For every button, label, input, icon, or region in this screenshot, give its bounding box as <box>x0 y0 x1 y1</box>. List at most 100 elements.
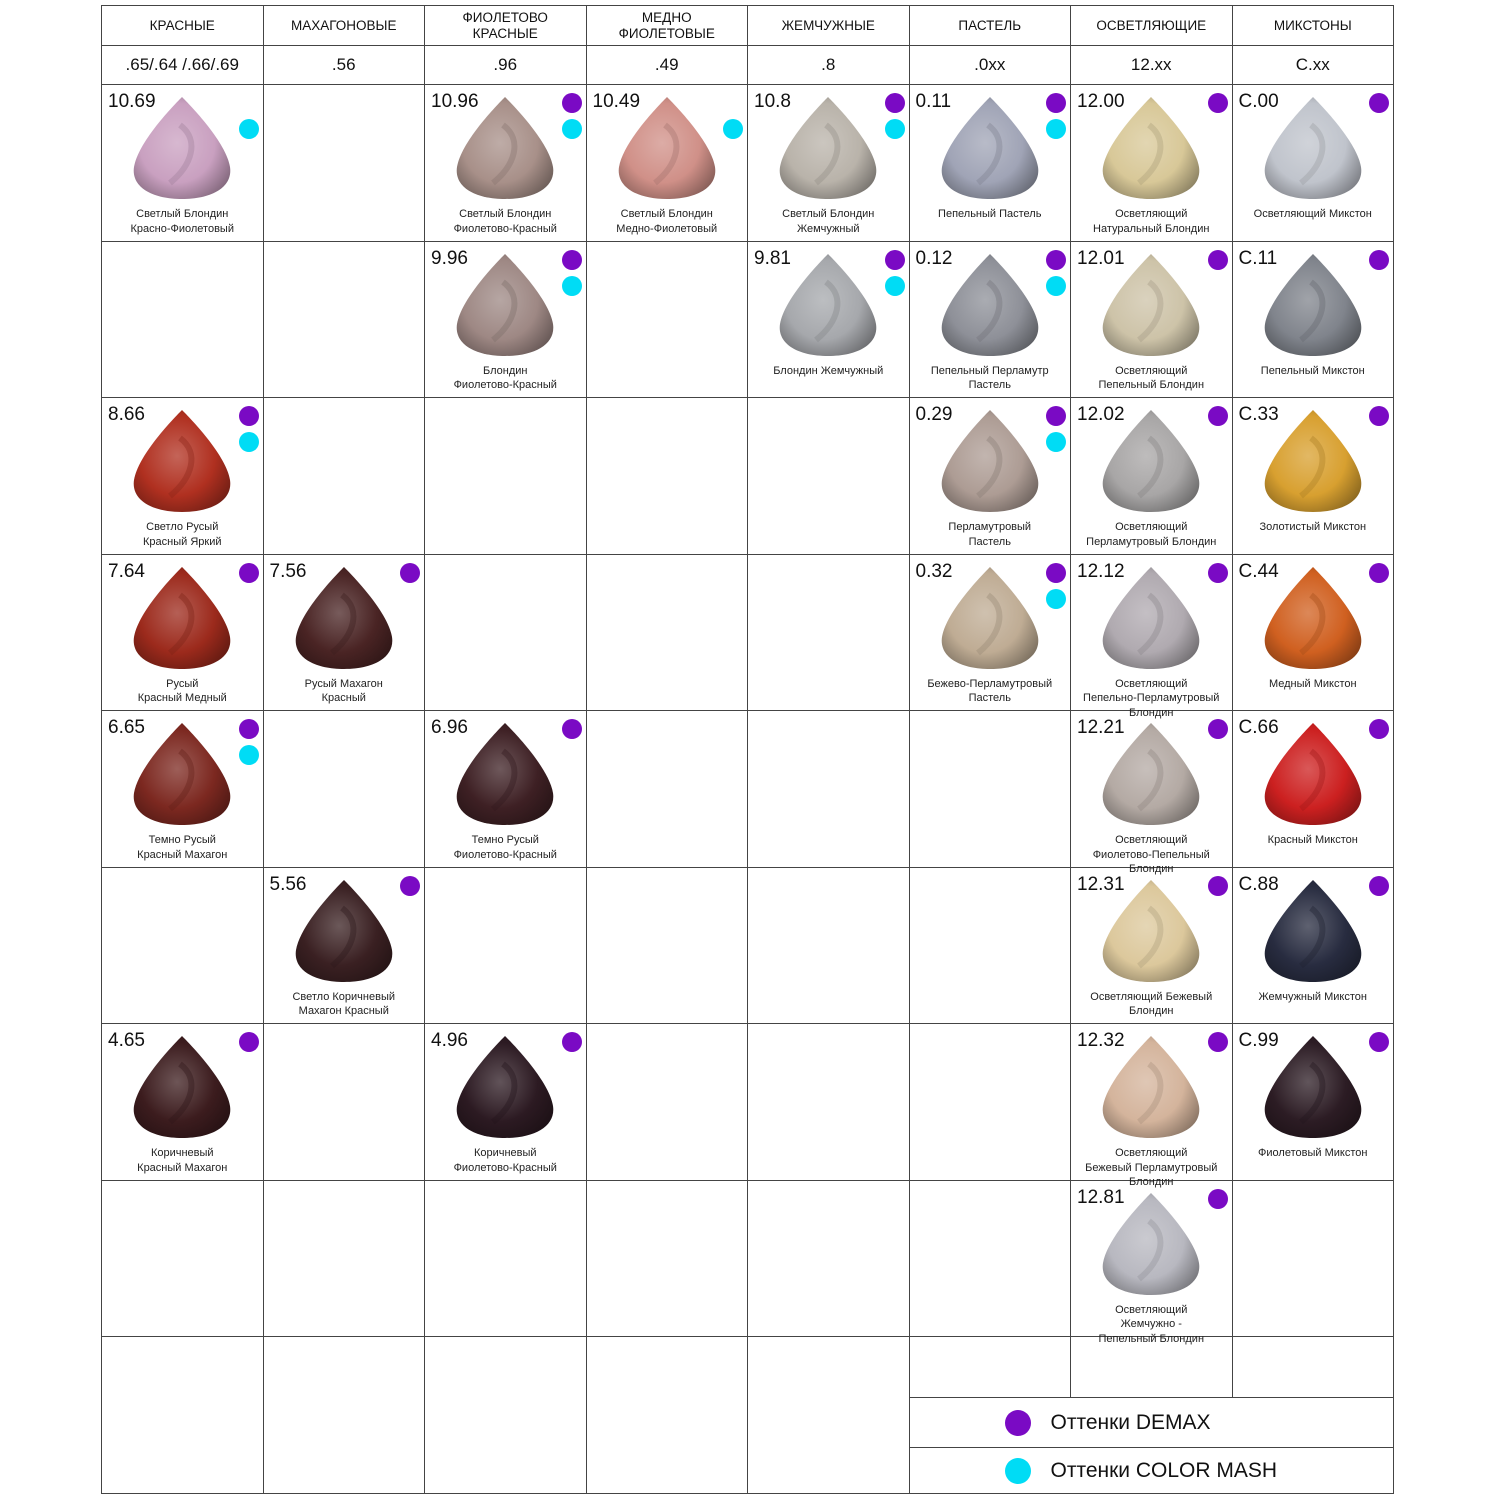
column-header: ЖЕМЧУЖНЫЕ <box>748 6 910 46</box>
shade-name: Темно Русый Красный Махагон <box>137 834 228 861</box>
demax-dot-icon <box>1207 1032 1228 1052</box>
shade-name: Пепельный Пастель <box>938 208 1042 220</box>
shade-code: 6.65 <box>108 717 145 738</box>
hair-swatch-icon <box>453 95 557 201</box>
hair-swatch-icon <box>453 1034 557 1140</box>
color-swatch-cell[interactable]: 10.96 Светлый Блондин Фиолетово-Красный <box>425 85 587 242</box>
demax-dot-icon <box>1207 93 1228 113</box>
color-swatch-cell[interactable]: 10.69 Светлый Блондин Красно-Фиолетовый <box>102 85 264 242</box>
demax-dot-icon <box>1004 1409 1031 1436</box>
color-swatch-cell[interactable]: 12.00 Осветляющий Натуральный Блондин <box>1071 85 1233 242</box>
empty-cell <box>748 867 910 1024</box>
hair-swatch-icon <box>938 252 1042 358</box>
demax-dot-icon <box>238 562 259 583</box>
shade-code: 0.32 <box>915 560 953 582</box>
hair-swatch-icon <box>1261 95 1365 201</box>
demax-dot-icon <box>238 406 259 426</box>
empty-cell <box>909 1180 1071 1337</box>
empty-cell <box>586 1180 748 1337</box>
color-mash-dot-icon <box>723 119 743 139</box>
demax-dot-icon <box>1369 93 1389 113</box>
empty-cell <box>748 554 910 711</box>
color-swatch-cell[interactable]: C.00 Осветляющий Микстон <box>1232 85 1394 242</box>
hair-swatch-icon <box>1261 878 1365 984</box>
shade-code: 10.69 <box>108 91 156 112</box>
color-swatch-cell[interactable]: 4.65 Коричневый Красный Махагон <box>102 1024 264 1181</box>
color-mash-dot-icon <box>1046 588 1066 609</box>
empty-cell <box>102 1337 264 1494</box>
color-swatch-cell[interactable]: C.66 Красный Микстон <box>1232 711 1394 868</box>
color-swatch-cell[interactable]: C.99 Фиолетовый Микстон <box>1232 1024 1394 1181</box>
empty-cell <box>102 241 264 398</box>
demax-dot-icon <box>1207 1188 1228 1209</box>
color-swatch-cell[interactable]: C.11 Пепельный Микстон <box>1232 241 1394 398</box>
color-swatch-cell[interactable]: C.44 Медный Микстон <box>1232 554 1394 711</box>
demax-dot-icon <box>400 875 420 896</box>
hair-swatch-icon <box>776 95 880 201</box>
hair-swatch-icon <box>453 252 557 358</box>
color-swatch-cell[interactable]: 0.11 Пепельный Пастель <box>909 85 1071 242</box>
color-swatch-cell[interactable]: 9.96 Блондин Фиолетово-Красный <box>425 241 587 398</box>
hair-swatch-icon <box>1261 408 1365 514</box>
color-swatch-cell[interactable]: 9.81 Блондин Жемчужный <box>748 241 910 398</box>
column-code-range: .0xx <box>909 46 1071 85</box>
empty-cell <box>425 1337 587 1494</box>
shade-code: 4.96 <box>431 1030 468 1051</box>
color-swatch-cell[interactable]: C.33 Золотистый Микстон <box>1232 398 1394 555</box>
demax-dot-icon <box>1369 562 1389 583</box>
hair-swatch-icon <box>1261 721 1365 827</box>
color-swatch-cell[interactable]: 0.32 Бежево-Перламутровый Пастель <box>909 554 1071 711</box>
demax-dot-icon <box>238 719 259 739</box>
empty-cell <box>263 1180 425 1337</box>
color-swatch-cell[interactable]: 6.96 Темно Русый Фиолетово-Красный <box>425 711 587 868</box>
shade-code: 12.32 <box>1077 1030 1125 1051</box>
hair-swatch-icon <box>130 1034 234 1140</box>
color-swatch-cell[interactable]: 7.64 Русый Красный Медный <box>102 554 264 711</box>
empty-cell <box>263 85 425 242</box>
color-swatch-cell[interactable]: 8.66 Светло Русый Красный Яркий <box>102 398 264 555</box>
shade-name: Пепельный Перламутр Пастель <box>930 364 1049 392</box>
shade-name: Медный Микстон <box>1268 677 1357 690</box>
shade-name: Коричневый Фиолетово-Красный <box>453 1147 557 1174</box>
empty-cell <box>748 1337 910 1494</box>
hair-swatch-icon <box>1099 721 1203 827</box>
color-swatch-cell[interactable]: 12.32 Осветляющий Бежевый Перламутровый Б… <box>1071 1024 1233 1188</box>
color-swatch-cell[interactable]: 10.49 Светлый Блондин Медно-Фиолетовый <box>586 85 748 242</box>
shade-name: Русый Махагон Красный <box>304 677 383 705</box>
color-swatch-cell[interactable]: 5.56 Светло Коричневый Махагон Красный <box>263 867 425 1024</box>
shade-name: Золотистый Микстон <box>1259 521 1367 533</box>
demax-dot-icon <box>400 562 420 583</box>
color-swatch-cell[interactable]: 0.29 Перламутровый Пастель <box>909 398 1071 555</box>
color-swatch-cell[interactable]: 4.96 Коричневый Фиолетово-Красный <box>425 1024 587 1181</box>
hair-swatch-icon <box>776 252 880 358</box>
color-swatch-cell[interactable]: 12.02 Осветляющий Перламутровый Блондин <box>1071 398 1233 555</box>
column-header: МИКСТОНЫ <box>1232 6 1394 46</box>
color-mash-dot-icon <box>238 745 259 765</box>
column-code-range: .8 <box>748 46 910 85</box>
color-swatch-cell[interactable]: 6.65 Темно Русый Красный Махагон <box>102 711 264 868</box>
color-swatch-cell[interactable]: 12.21 Осветляющий Фиолетово-Пепельный Бло… <box>1071 711 1233 875</box>
demax-dot-icon <box>1046 249 1066 270</box>
empty-cell <box>586 711 748 868</box>
shade-name: Пепельный Микстон <box>1260 364 1365 377</box>
empty-cell <box>748 398 910 555</box>
shade-code: 12.21 <box>1077 717 1125 738</box>
demax-dot-icon <box>1207 562 1228 583</box>
color-swatch-cell[interactable]: 12.01 Осветляющий Пепельный Блондин <box>1071 241 1233 398</box>
color-swatch-cell[interactable]: 10.8 Светлый Блондин Жемчужный <box>748 85 910 242</box>
color-swatch-cell[interactable]: 12.12 Осветляющий Пепельно-Перламутровый … <box>1071 554 1233 719</box>
color-swatch-cell[interactable]: 12.81 Осветляющий Жемчужно - Пепельный Бл… <box>1071 1180 1233 1345</box>
hair-swatch-icon <box>1099 252 1203 358</box>
demax-dot-icon <box>561 719 582 739</box>
shade-name: Бежево-Перламутровый Пастель <box>927 677 1053 705</box>
color-swatch-cell[interactable]: 7.56 Русый Махагон Красный <box>263 554 425 711</box>
color-swatch-cell[interactable]: C.88 Жемчужный Микстон <box>1232 867 1394 1024</box>
shade-name: Блондин Жемчужный <box>773 364 884 377</box>
empty-cell <box>263 398 425 555</box>
color-swatch-cell[interactable]: 0.12 Пепельный Перламутр Пастель <box>909 241 1071 398</box>
color-swatch-cell[interactable]: 12.31 Осветляющий Бежевый Блондин <box>1071 867 1233 1024</box>
column-header: ФИОЛЕТОВО КРАСНЫЕ <box>425 6 587 46</box>
shade-code: 0.11 <box>915 91 952 112</box>
empty-cell <box>425 867 587 1024</box>
shade-name: Перламутровый Пастель <box>948 521 1032 548</box>
